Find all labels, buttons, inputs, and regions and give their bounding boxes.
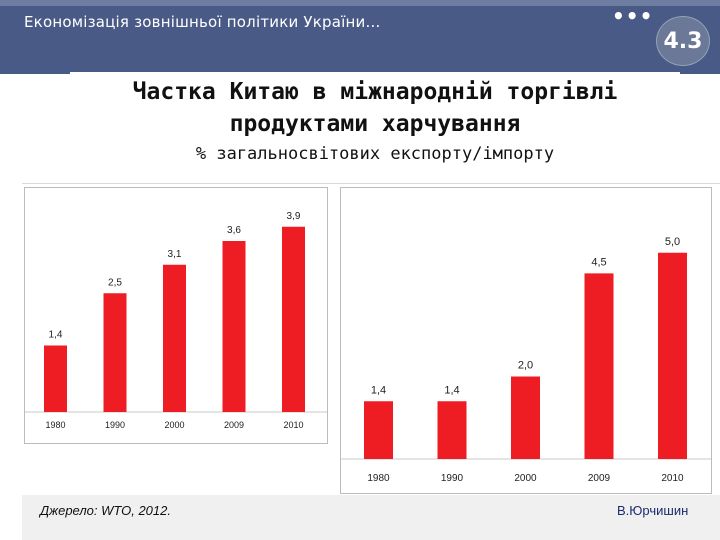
left-chart-value-label: 3,6	[227, 225, 241, 236]
left-chart-value-label: 3,9	[287, 211, 301, 222]
header-highlight	[0, 0, 720, 6]
slide-title: Частка Китаю в міжнародній торгівлі прод…	[70, 76, 680, 140]
right-chart-value-label: 1,4	[444, 384, 459, 396]
title-panel	[70, 72, 680, 182]
left-chart-bar	[282, 226, 305, 412]
author-name: В.Юрчишин	[617, 503, 689, 518]
left-chart-bar	[44, 345, 67, 412]
right-chart-bar	[584, 273, 614, 459]
presentation-title: Економізація зовнішньої політики України…	[24, 13, 381, 31]
left-chart-bar	[103, 293, 127, 412]
left-chart-category-label: 2000	[164, 420, 184, 430]
left-chart-category-label: 1980	[45, 420, 65, 430]
more-dots-icon: •••	[612, 4, 654, 28]
right-chart-category-label: 2010	[661, 473, 684, 484]
left-chart-category-label: 2009	[224, 420, 244, 430]
source-note: Джерело: WTO, 2012.	[40, 503, 171, 518]
slide-subtitle: % загальносвітових експорту/імпорту	[195, 144, 555, 164]
right-chart-category-label: 2009	[588, 473, 611, 484]
slide-title-line1: Частка Китаю в міжнародній торгівлі	[132, 79, 618, 105]
left-chart-value-label: 2,5	[108, 277, 122, 288]
right-chart-category-label: 2000	[514, 473, 537, 484]
header-bar	[0, 0, 720, 74]
left-chart-bar	[163, 264, 186, 412]
title-separator	[22, 183, 720, 184]
footer-shade	[22, 495, 720, 540]
right-chart-value-label: 2,0	[518, 360, 533, 372]
right-chart-bar	[364, 401, 393, 459]
chart-right-frame: 1,4 1980 1,4 1990 2,0 2000 4,5 2009 5,0 2010	[340, 187, 712, 494]
slide-title-line2: продуктами харчування	[229, 111, 521, 137]
left-chart-bar	[222, 241, 246, 412]
left-chart-value-label: 3,1	[168, 249, 182, 260]
slide-number-badge: 4.3	[656, 16, 710, 66]
chart-left: 1,4 1980 2,5 1990 3,1 2000 3,6 2009 3,9 2010	[25, 211, 327, 430]
right-chart-bar	[658, 252, 687, 459]
left-chart-category-label: 1990	[105, 420, 125, 430]
left-chart-value-label: 1,4	[49, 330, 63, 341]
right-chart-bar	[511, 376, 540, 459]
right-chart-value-label: 4,5	[591, 256, 606, 268]
right-chart-bar	[437, 401, 467, 459]
left-chart-category-label: 2010	[283, 420, 303, 430]
right-chart-category-label: 1980	[367, 473, 390, 484]
right-chart-value-label: 1,4	[371, 384, 386, 396]
chart-right: 1,4 1980 1,4 1990 2,0 2000 4,5 2009 5,0 2010	[341, 236, 711, 484]
chart-left-frame: 1,4 1980 2,5 1990 3,1 2000 3,6 2009 3,9 2010	[24, 187, 328, 444]
right-chart-value-label: 5,0	[665, 236, 680, 248]
right-chart-category-label: 1990	[441, 473, 464, 484]
